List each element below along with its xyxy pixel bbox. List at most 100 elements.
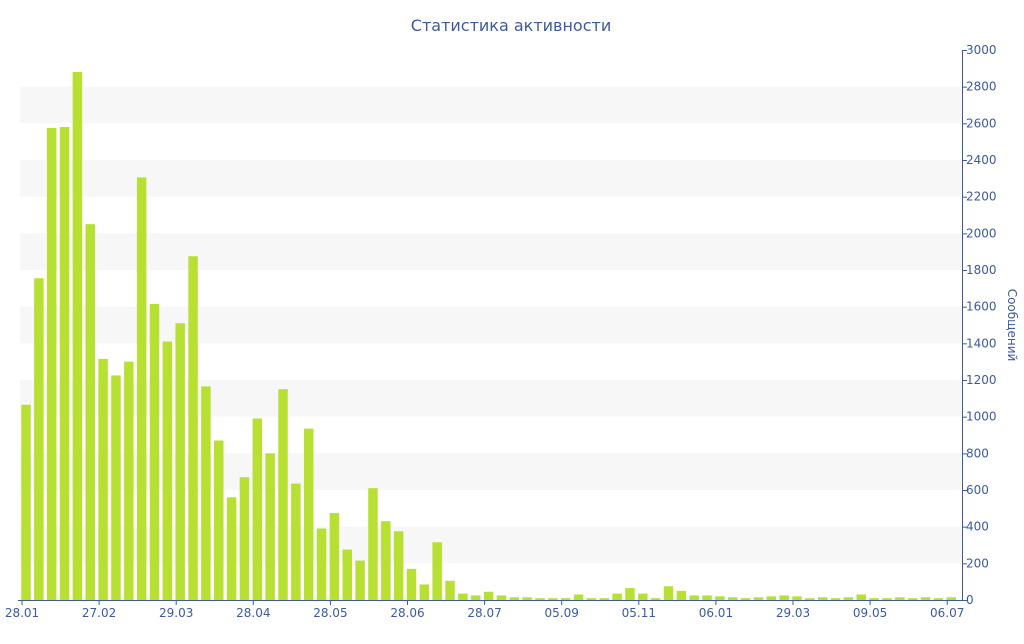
bar — [740, 598, 751, 600]
bar — [136, 177, 147, 601]
bar — [920, 597, 931, 600]
bar — [599, 598, 609, 600]
bar — [46, 127, 57, 601]
grid-band — [20, 306, 962, 344]
bar — [85, 224, 95, 601]
grid-band — [20, 453, 962, 490]
x-tick-label: 28.04 — [236, 606, 270, 620]
bar — [907, 598, 918, 600]
grid-band — [20, 380, 962, 417]
bar — [663, 586, 674, 600]
bar — [355, 560, 365, 600]
bar — [316, 528, 327, 600]
bar — [946, 597, 956, 600]
bar — [98, 358, 108, 600]
bar — [21, 404, 31, 600]
bar — [214, 440, 224, 600]
bar — [522, 597, 532, 600]
bar — [573, 594, 584, 600]
bar — [291, 483, 301, 600]
bar — [689, 595, 699, 600]
y-tick-label: 0 — [966, 593, 974, 607]
grid-bands — [20, 86, 962, 564]
bar — [406, 568, 417, 600]
bars-group — [21, 72, 956, 601]
bar — [702, 595, 712, 600]
bar — [471, 595, 481, 600]
bar — [445, 580, 455, 600]
grid-band — [20, 233, 962, 270]
bar — [779, 595, 789, 600]
y-tick-label: 1200 — [966, 373, 997, 387]
x-tick-label: 09.05 — [853, 606, 887, 620]
y-tick-label: 2000 — [966, 226, 997, 240]
bar — [650, 598, 661, 600]
bar — [201, 386, 211, 600]
y-tick-label: 1600 — [966, 300, 997, 314]
bar — [638, 593, 648, 600]
y-tick-label: 2800 — [966, 80, 997, 94]
y-tick-label: 2600 — [966, 116, 997, 130]
x-tick-label: 28.06 — [390, 606, 424, 620]
bar — [817, 597, 828, 600]
x-tick-label: 28.01 — [5, 606, 39, 620]
bar — [856, 594, 866, 600]
y-axis-label: Сообщений — [1005, 289, 1019, 362]
bar — [753, 597, 764, 600]
bar — [149, 303, 160, 600]
bar — [715, 596, 725, 600]
y-tick-label: 800 — [966, 446, 989, 460]
bar — [175, 323, 185, 600]
bar — [483, 591, 494, 600]
y-tick-label: 1000 — [966, 410, 997, 424]
bar — [496, 595, 507, 600]
y-tick-label: 2400 — [966, 153, 997, 167]
bar — [432, 542, 442, 600]
bar — [188, 256, 198, 600]
bar — [586, 598, 597, 600]
bar — [882, 598, 892, 600]
bar — [239, 477, 250, 600]
bar — [830, 598, 841, 600]
y-tick-label: 1800 — [966, 263, 997, 277]
grid-band — [20, 160, 962, 197]
bar — [381, 521, 391, 600]
bar — [792, 596, 802, 600]
bar — [111, 375, 121, 600]
bar — [843, 597, 854, 600]
bar — [895, 597, 905, 600]
x-tick-label: 06.01 — [699, 606, 733, 620]
x-tick-label: 06.07 — [930, 606, 964, 620]
bar — [509, 597, 520, 600]
x-tick-label: 05.11 — [622, 606, 656, 620]
bar — [676, 590, 687, 600]
bar — [278, 389, 288, 600]
bar — [728, 597, 738, 600]
grid-band — [20, 526, 962, 564]
bar — [162, 341, 173, 600]
bar — [560, 598, 571, 600]
bar — [303, 428, 314, 600]
bar — [869, 598, 879, 600]
bar — [329, 512, 340, 600]
bar — [625, 588, 635, 600]
y-tick-label: 2200 — [966, 190, 997, 204]
bar — [124, 361, 134, 600]
y-tick-label: 600 — [966, 483, 989, 497]
bar — [766, 596, 777, 600]
y-axis-ticks: 0 200 400 600 800 1000 1200 1400 1600 1800 2000 220… — [962, 43, 997, 607]
y-tick-label: 200 — [966, 556, 989, 570]
x-tick-label: 28.05 — [313, 606, 347, 620]
bar — [805, 598, 815, 600]
bar — [265, 453, 275, 600]
x-tick-label: 29.03 — [159, 606, 193, 620]
bar — [419, 584, 430, 600]
bar — [226, 497, 237, 600]
bar — [342, 549, 352, 600]
bar — [535, 598, 545, 600]
x-tick-label: 27.02 — [82, 606, 116, 620]
x-tick-label: 29.03 — [776, 606, 810, 620]
bar — [59, 127, 70, 600]
